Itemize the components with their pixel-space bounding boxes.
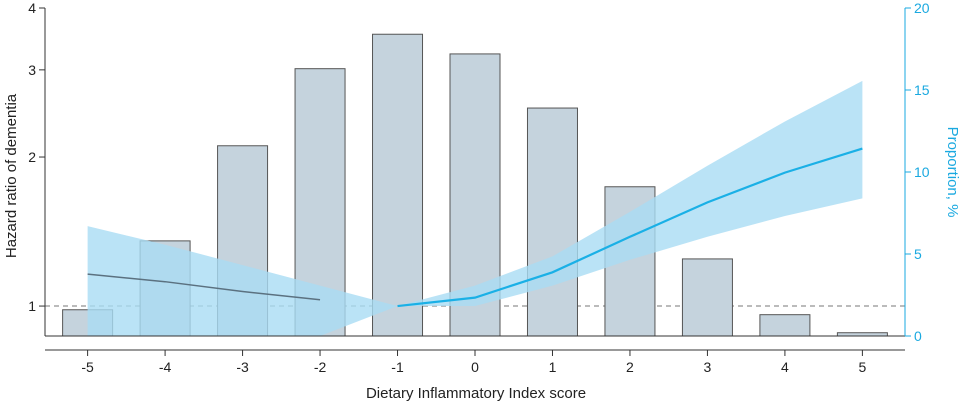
x-tick-label: 5 [858, 359, 866, 375]
bar [759, 314, 811, 337]
right-tick-label: 20 [914, 0, 930, 16]
left-tick-label: 3 [28, 62, 36, 78]
left-axis-title: Hazard ratio of dementia [3, 93, 20, 258]
bar [526, 107, 578, 337]
right-tick-label: 5 [914, 246, 922, 262]
left-tick-label: 2 [28, 149, 36, 165]
bar [372, 33, 424, 337]
x-tick-label: 2 [626, 359, 634, 375]
right-axis-title: Proportion, % [944, 127, 960, 218]
right-tick-label: 0 [914, 328, 922, 344]
x-tick-label: 1 [549, 359, 557, 375]
hr-line-high [397, 147, 863, 308]
x-tick-label: 4 [781, 359, 789, 375]
right-tick-label: 10 [914, 164, 930, 180]
x-tick-label: 3 [704, 359, 712, 375]
right-tick-label: 15 [914, 82, 930, 98]
ci-band-low [87, 226, 398, 336]
x-tick-label: -4 [159, 359, 172, 375]
bar [681, 258, 733, 337]
left-tick-label: 4 [28, 0, 36, 16]
left-tick-label: 1 [28, 298, 36, 314]
x-tick-label: -2 [314, 359, 327, 375]
ci-band-high [397, 80, 863, 307]
x-tick-label: 0 [471, 359, 479, 375]
axes-layer: 1 2 3 4 0 5 10 15 20 -5 -4 -3 -2 -1 0 1 2 3 4 5 [28, 0, 930, 375]
x-tick-label: -3 [236, 359, 249, 375]
ci-band-layer [87, 80, 863, 336]
x-axis-title: Dietary Inflammatory Index score [366, 385, 586, 402]
x-tick-label: -5 [81, 359, 94, 375]
hr-line-low [87, 273, 321, 301]
x-tick-label: -1 [391, 359, 404, 375]
line-layer [87, 147, 863, 308]
